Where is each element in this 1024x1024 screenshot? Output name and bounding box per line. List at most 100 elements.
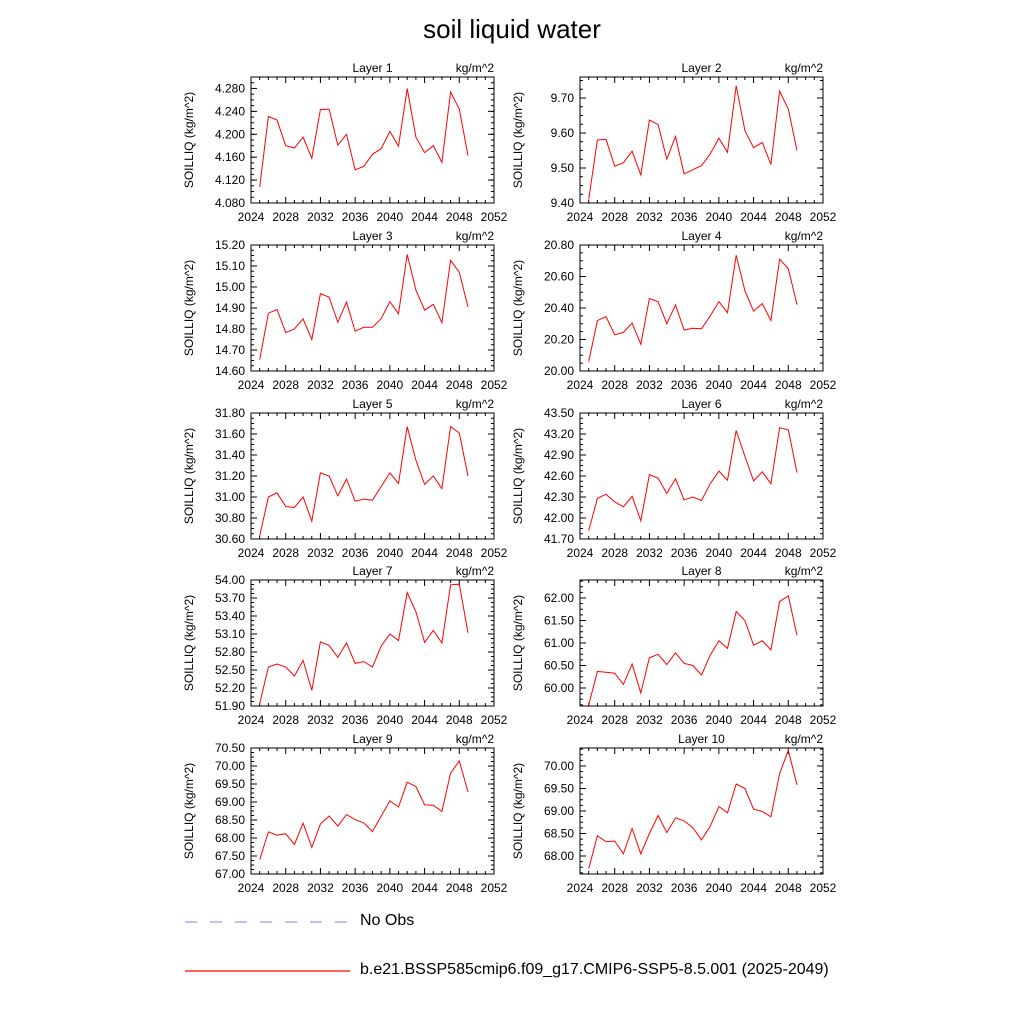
y-tick-label: 4.240 xyxy=(215,104,245,118)
panel-unit: kg/m^2 xyxy=(456,732,495,746)
legend-model-label: b.e21.BSSP585cmip6.f09_g17.CMIP6-SSP5-8.… xyxy=(360,961,829,978)
y-tick-label: 68.50 xyxy=(544,827,574,841)
panel-unit: kg/m^2 xyxy=(785,61,824,75)
panel-title: Layer 3 xyxy=(352,229,392,243)
x-tick-label: 2024 xyxy=(238,881,265,895)
y-tick-label: 68.00 xyxy=(215,831,245,845)
x-tick-label: 2028 xyxy=(272,210,299,224)
y-tick-label: 31.00 xyxy=(215,490,245,504)
y-tick-label: 69.00 xyxy=(215,795,245,809)
series-line xyxy=(588,748,798,869)
x-tick-label: 2028 xyxy=(272,713,299,727)
x-tick-label: 2044 xyxy=(411,881,438,895)
series-line xyxy=(588,85,798,200)
series-line xyxy=(588,594,798,706)
panel-title: Layer 4 xyxy=(681,229,721,243)
y-tick-label: 67.50 xyxy=(215,849,245,863)
y-tick-label: 51.90 xyxy=(215,699,245,713)
panel-unit: kg/m^2 xyxy=(456,229,495,243)
panel-unit: kg/m^2 xyxy=(785,564,824,578)
panel-layer-7: Layer 7 kg/m^2 SOILLIQ (kg/m^2) 2024 2028 203… xyxy=(182,564,508,727)
y-axis-label: SOILLIQ (kg/m^2) xyxy=(182,92,196,188)
panel-title: Layer 7 xyxy=(352,564,392,578)
panel-title: Layer 5 xyxy=(352,397,392,411)
x-tick-label: 2036 xyxy=(671,713,698,727)
x-tick-label: 2048 xyxy=(775,378,802,392)
panel-unit: kg/m^2 xyxy=(785,397,824,411)
x-tick-label: 2044 xyxy=(411,713,438,727)
x-tick-label: 2032 xyxy=(636,546,663,560)
x-tick-label: 2028 xyxy=(601,713,628,727)
x-tick-label: 2032 xyxy=(307,378,334,392)
x-tick-label: 2052 xyxy=(481,378,508,392)
x-tick-label: 2040 xyxy=(706,881,733,895)
panel-title: Layer 8 xyxy=(681,564,721,578)
panel-layer-10: Layer 10 kg/m^2 SOILLIQ (kg/m^2) 2024 2028 20… xyxy=(511,732,837,895)
panel-title: Layer 1 xyxy=(352,61,392,75)
series-line xyxy=(259,759,469,860)
y-tick-label: 4.280 xyxy=(215,81,245,95)
x-tick-label: 2024 xyxy=(238,378,265,392)
panel-layer-8: Layer 8 kg/m^2 SOILLIQ (kg/m^2) 2024 2028 203… xyxy=(511,564,837,727)
panel-layer-9: Layer 9 kg/m^2 SOILLIQ (kg/m^2) 2024 2028 203… xyxy=(182,732,508,895)
y-axis-label: SOILLIQ (kg/m^2) xyxy=(511,763,525,859)
y-tick-label: 70.00 xyxy=(215,759,245,773)
x-tick-label: 2036 xyxy=(342,210,369,224)
plot-frame xyxy=(250,747,495,875)
y-tick-label: 43.20 xyxy=(544,427,574,441)
x-tick-label: 2052 xyxy=(481,881,508,895)
y-tick-label: 14.80 xyxy=(215,322,245,336)
y-tick-label: 60.00 xyxy=(544,681,574,695)
y-tick-label: 54.00 xyxy=(215,573,245,587)
x-tick-label: 2028 xyxy=(601,881,628,895)
x-tick-label: 2032 xyxy=(307,210,334,224)
y-axis-label: SOILLIQ (kg/m^2) xyxy=(511,92,525,188)
x-tick-label: 2032 xyxy=(636,378,663,392)
x-tick-label: 2028 xyxy=(601,378,628,392)
x-tick-label: 2036 xyxy=(671,546,698,560)
y-tick-label: 9.60 xyxy=(551,126,575,140)
y-tick-label: 42.90 xyxy=(544,448,574,462)
x-tick-label: 2028 xyxy=(272,378,299,392)
x-tick-label: 2028 xyxy=(272,546,299,560)
series-line xyxy=(588,255,798,362)
plot-frame xyxy=(250,76,495,204)
panel-title: Layer 6 xyxy=(681,397,721,411)
y-axis-label: SOILLIQ (kg/m^2) xyxy=(182,595,196,691)
panel-unit: kg/m^2 xyxy=(785,732,824,746)
y-tick-label: 69.50 xyxy=(215,777,245,791)
x-tick-label: 2048 xyxy=(446,210,473,224)
panel-unit: kg/m^2 xyxy=(456,564,495,578)
x-tick-label: 2036 xyxy=(342,713,369,727)
plot-frame xyxy=(579,747,824,875)
y-tick-label: 31.20 xyxy=(215,469,245,483)
y-tick-label: 42.60 xyxy=(544,469,574,483)
x-tick-label: 2052 xyxy=(810,546,837,560)
x-tick-label: 2044 xyxy=(411,378,438,392)
x-tick-label: 2044 xyxy=(740,378,767,392)
y-tick-label: 14.70 xyxy=(215,343,245,357)
x-tick-label: 2048 xyxy=(446,378,473,392)
x-tick-label: 2040 xyxy=(706,546,733,560)
y-tick-label: 69.00 xyxy=(544,804,574,818)
y-tick-label: 41.70 xyxy=(544,532,574,546)
y-tick-label: 53.40 xyxy=(215,609,245,623)
y-tick-label: 52.50 xyxy=(215,663,245,677)
x-tick-label: 2044 xyxy=(411,210,438,224)
x-tick-label: 2036 xyxy=(342,546,369,560)
plot-frame xyxy=(579,244,824,372)
plot-frame xyxy=(250,579,495,707)
series-line xyxy=(259,254,469,360)
x-tick-label: 2032 xyxy=(636,881,663,895)
x-tick-label: 2040 xyxy=(377,378,404,392)
x-tick-label: 2024 xyxy=(567,378,594,392)
x-tick-label: 2028 xyxy=(272,881,299,895)
y-axis-label: SOILLIQ (kg/m^2) xyxy=(182,428,196,524)
y-tick-label: 30.60 xyxy=(215,532,245,546)
figure-title: soil liquid water xyxy=(423,14,601,44)
x-tick-label: 2036 xyxy=(342,881,369,895)
x-tick-label: 2052 xyxy=(810,378,837,392)
y-tick-label: 31.80 xyxy=(215,406,245,420)
x-tick-label: 2040 xyxy=(706,210,733,224)
